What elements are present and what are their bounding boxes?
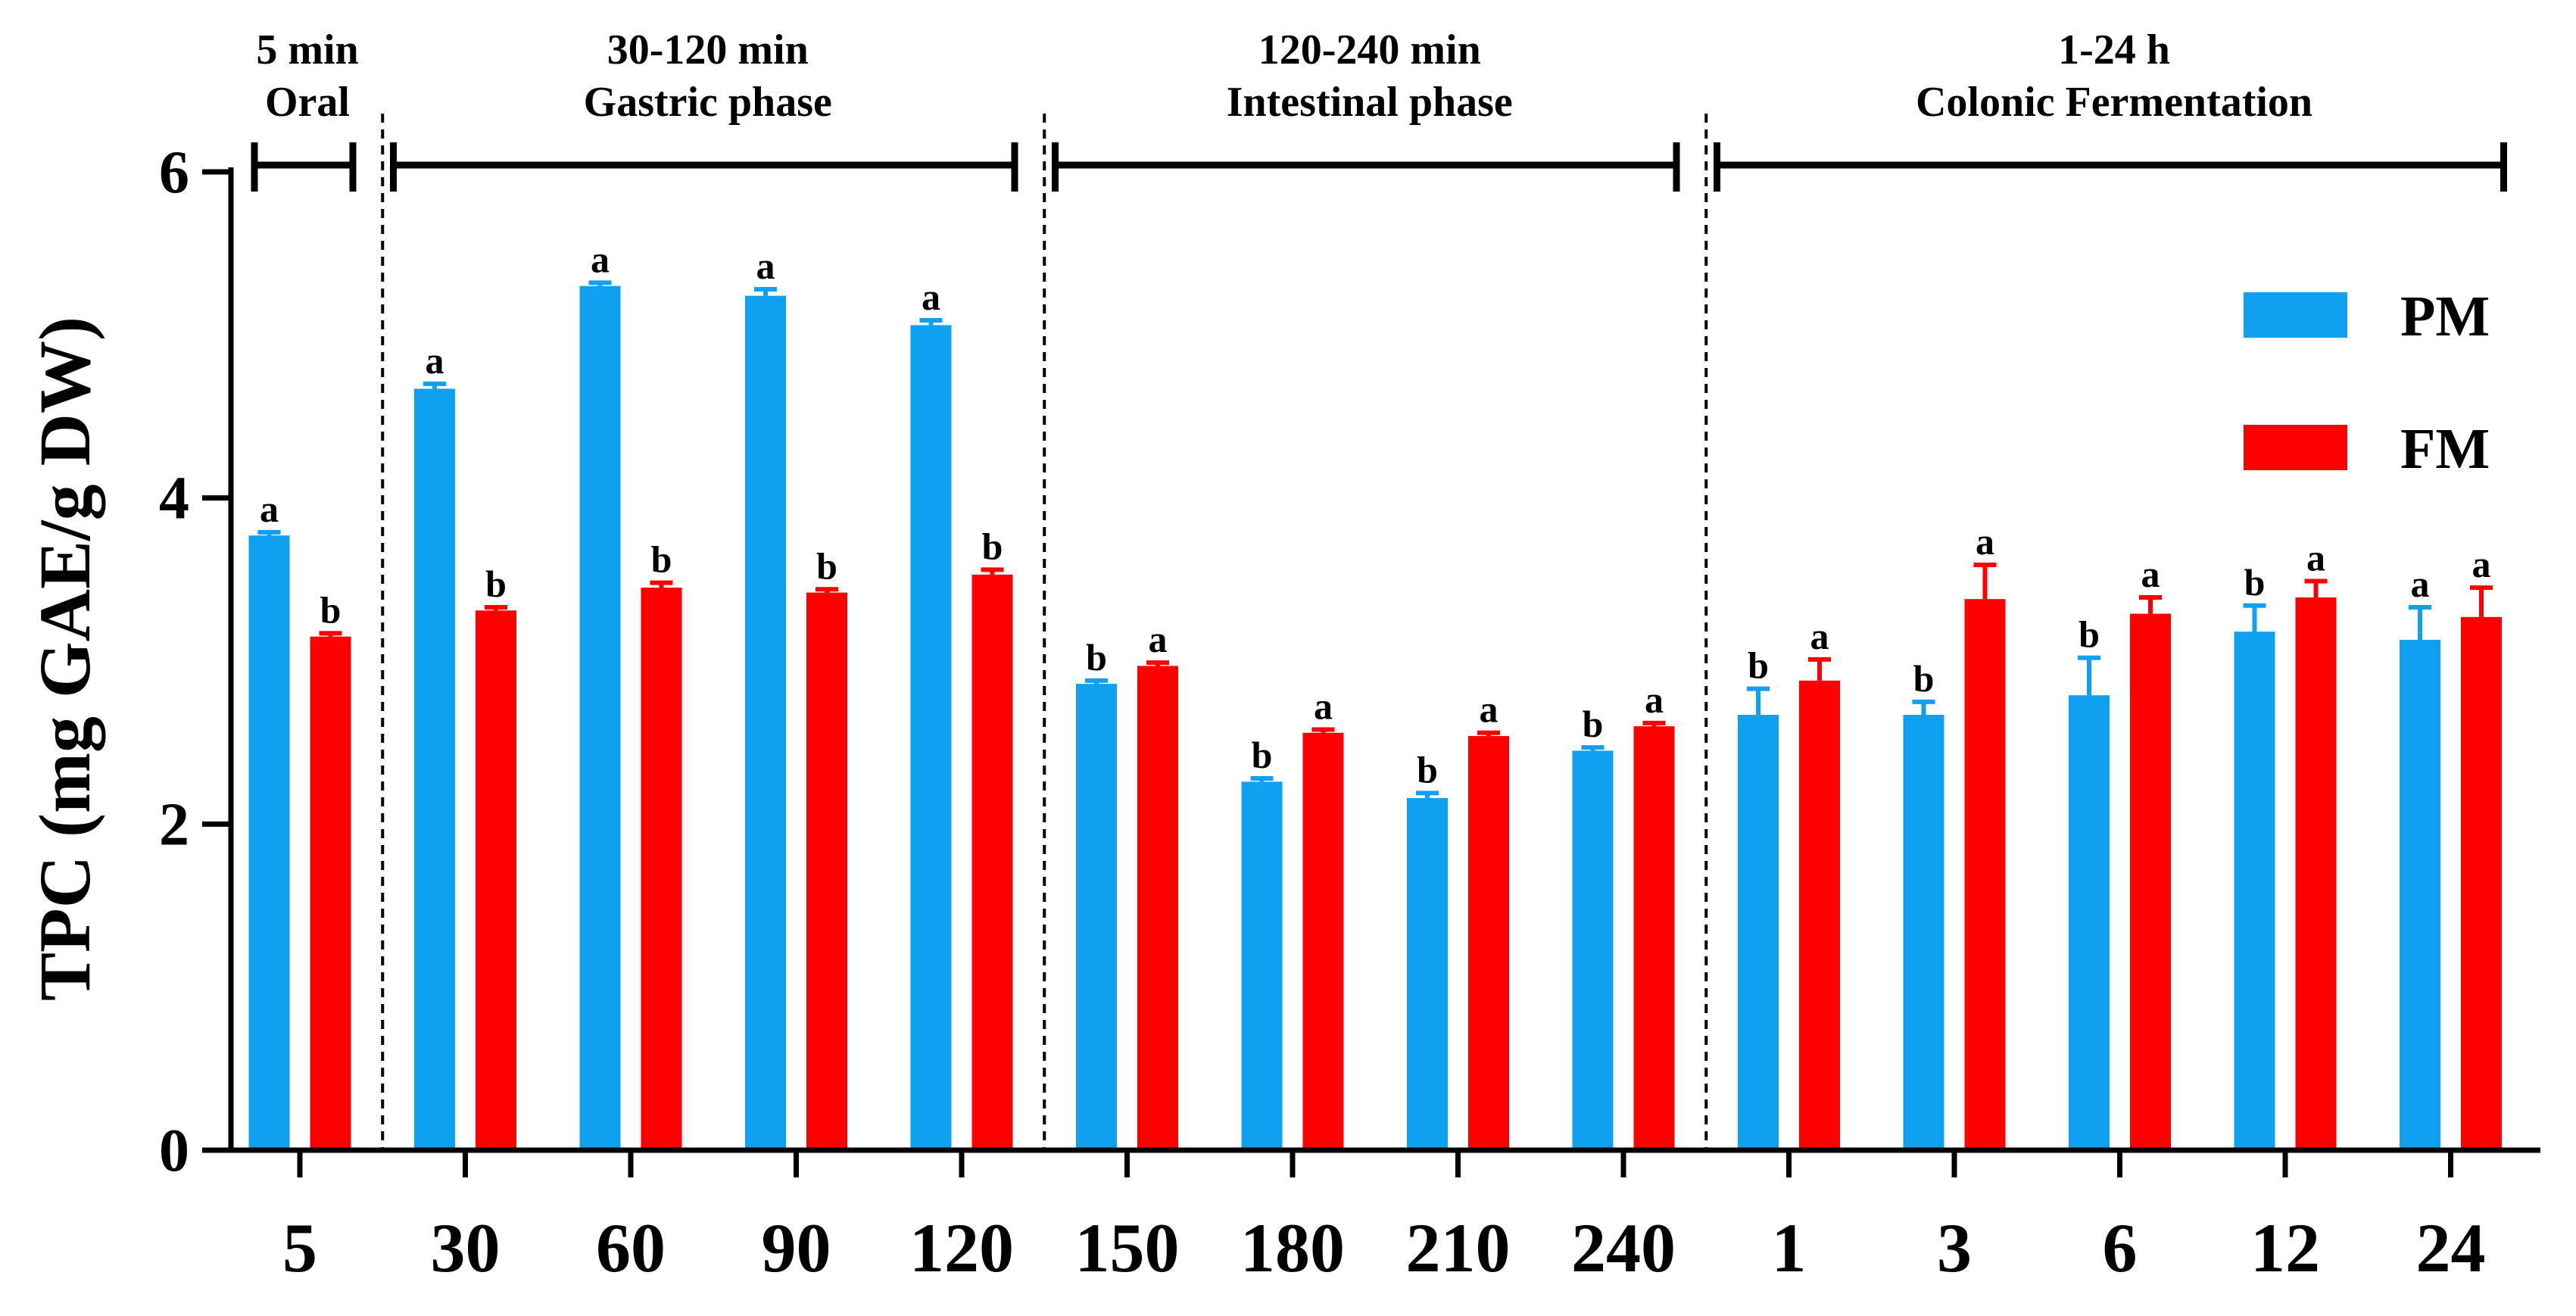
- bar-fm-24: [2461, 616, 2502, 1150]
- phase-label-line2-1: Oral: [265, 79, 350, 126]
- x-tick-label-150: 150: [1075, 1209, 1180, 1286]
- x-tick-label-180: 180: [1240, 1209, 1345, 1286]
- x-tick-label-3: 3: [1937, 1209, 1972, 1286]
- sig-letter-fm-210: a: [1480, 688, 1499, 731]
- sig-letter-pm-30: a: [426, 339, 444, 382]
- x-tick-label-12: 12: [2250, 1209, 2320, 1286]
- bar-pm-90: [745, 295, 786, 1150]
- sig-letter-pm-3: b: [1913, 657, 1935, 700]
- sig-letter-fm-240: a: [1645, 678, 1664, 721]
- sig-letter-fm-12: a: [2306, 536, 2325, 578]
- sig-letter-fm-90: b: [816, 544, 837, 587]
- sig-letter-pm-24: a: [2411, 563, 2430, 605]
- phase-label-line1-4: 1-24 h: [2058, 27, 2170, 73]
- sig-letter-fm-150: a: [1149, 618, 1168, 660]
- bar-fm-60: [641, 588, 682, 1150]
- bar-fm-12: [2295, 597, 2337, 1150]
- bar-fm-150: [1137, 666, 1178, 1150]
- phase-label-line1-2: 30-120 min: [607, 27, 809, 73]
- sig-letter-pm-120: a: [922, 276, 940, 318]
- bar-fm-1: [1799, 680, 1840, 1150]
- x-tick-label-24: 24: [2416, 1209, 2486, 1286]
- bar-pm-1: [1738, 715, 1779, 1150]
- sig-letter-pm-1: b: [1748, 644, 1769, 687]
- x-tick-label-1: 1: [1772, 1209, 1807, 1286]
- sig-letter-fm-120: b: [982, 525, 1003, 567]
- x-tick-label-30: 30: [431, 1209, 501, 1286]
- sig-letter-fm-1: a: [1810, 615, 1829, 657]
- bar-fm-120: [971, 574, 1013, 1150]
- x-tick-label-240: 240: [1571, 1209, 1676, 1286]
- sig-letter-pm-6: b: [2079, 613, 2100, 656]
- phase-separators: [381, 114, 1708, 1150]
- x-tick-label-6: 6: [2103, 1209, 2138, 1286]
- sig-letter-pm-60: a: [591, 238, 610, 280]
- phase-label-line2-4: Colonic Fermentation: [1916, 79, 2312, 126]
- bar-fm-30: [476, 610, 516, 1150]
- bar-pm-12: [2234, 631, 2275, 1150]
- bar-fm-6: [2130, 613, 2171, 1150]
- bar-pm-150: [1076, 684, 1117, 1150]
- x-tick-label-60: 60: [596, 1209, 666, 1286]
- y-tick-label-6: 6: [159, 139, 189, 206]
- bar-pm-5: [248, 535, 290, 1150]
- sig-letter-pm-12: b: [2244, 561, 2266, 603]
- legend-label-pm: PM: [2400, 285, 2490, 348]
- bar-fm-210: [1468, 736, 1509, 1150]
- sig-letter-pm-180: b: [1252, 734, 1273, 776]
- x-tick-label-90: 90: [762, 1209, 831, 1286]
- sig-letter-pm-5: a: [260, 488, 279, 530]
- phase-label-line2-3: Intestinal phase: [1227, 79, 1513, 126]
- sig-letter-fm-24: a: [2472, 543, 2491, 585]
- bar-pm-6: [2069, 695, 2110, 1150]
- bar-pm-24: [2400, 640, 2440, 1150]
- sig-letter-fm-5: b: [320, 588, 341, 631]
- legend-swatch-pm: [2244, 292, 2347, 338]
- sig-letter-fm-60: b: [651, 538, 672, 581]
- legend-swatch-fm: [2244, 425, 2347, 470]
- sig-letter-pm-90: a: [756, 245, 775, 287]
- y-tick-label-0: 0: [159, 1118, 189, 1184]
- phase-annotations: 5 min Oral 30-120 min Gastric phase 120-240 …: [251, 27, 2507, 192]
- sig-letter-pm-240: b: [1583, 703, 1604, 745]
- bar-pm-240: [1572, 750, 1614, 1150]
- bar-fm-90: [806, 592, 847, 1150]
- x-tick-label-5: 5: [282, 1209, 317, 1286]
- sig-letter-fm-6: a: [2141, 553, 2160, 595]
- sig-letter-pm-150: b: [1086, 636, 1107, 678]
- bar-pm-60: [579, 285, 621, 1150]
- bar-pm-210: [1407, 797, 1448, 1150]
- phase-label-line1-3: 120-240 min: [1258, 27, 1481, 73]
- legend: PM FM: [2244, 285, 2490, 481]
- sig-letter-fm-180: a: [1314, 685, 1333, 727]
- sig-letter-fm-3: a: [1976, 520, 1994, 563]
- bar-pm-120: [910, 325, 952, 1150]
- bar-pm-3: [1903, 715, 1944, 1150]
- y-axis-title: TPC (mg GAE/g DW): [24, 317, 105, 1001]
- bar-pm-30: [414, 388, 455, 1150]
- sig-letter-fm-30: b: [485, 563, 507, 605]
- legend-label-fm: FM: [2400, 417, 2490, 481]
- x-tick-label-120: 120: [909, 1209, 1014, 1286]
- phase-label-line2-2: Gastric phase: [584, 79, 832, 126]
- y-tick-label-4: 4: [159, 466, 189, 532]
- x-tick-label-210: 210: [1406, 1209, 1511, 1286]
- phase-label-line1-1: 5 min: [256, 27, 358, 73]
- bar-fm-5: [310, 636, 351, 1150]
- y-tick-label-2: 2: [159, 791, 189, 858]
- bar-fm-3: [1964, 599, 2006, 1150]
- bar-fm-180: [1302, 732, 1344, 1150]
- bar-pm-180: [1241, 781, 1283, 1150]
- bar-fm-240: [1633, 726, 1675, 1150]
- sig-letter-pm-210: b: [1417, 748, 1438, 791]
